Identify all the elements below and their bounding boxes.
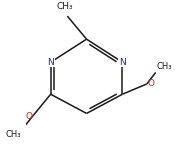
Text: O: O	[147, 80, 154, 88]
Text: CH₃: CH₃	[57, 2, 73, 11]
Text: N: N	[119, 58, 126, 67]
Text: N: N	[47, 58, 54, 67]
Text: CH₃: CH₃	[6, 130, 21, 139]
Text: O: O	[25, 111, 32, 120]
Text: CH₃: CH₃	[157, 62, 172, 71]
